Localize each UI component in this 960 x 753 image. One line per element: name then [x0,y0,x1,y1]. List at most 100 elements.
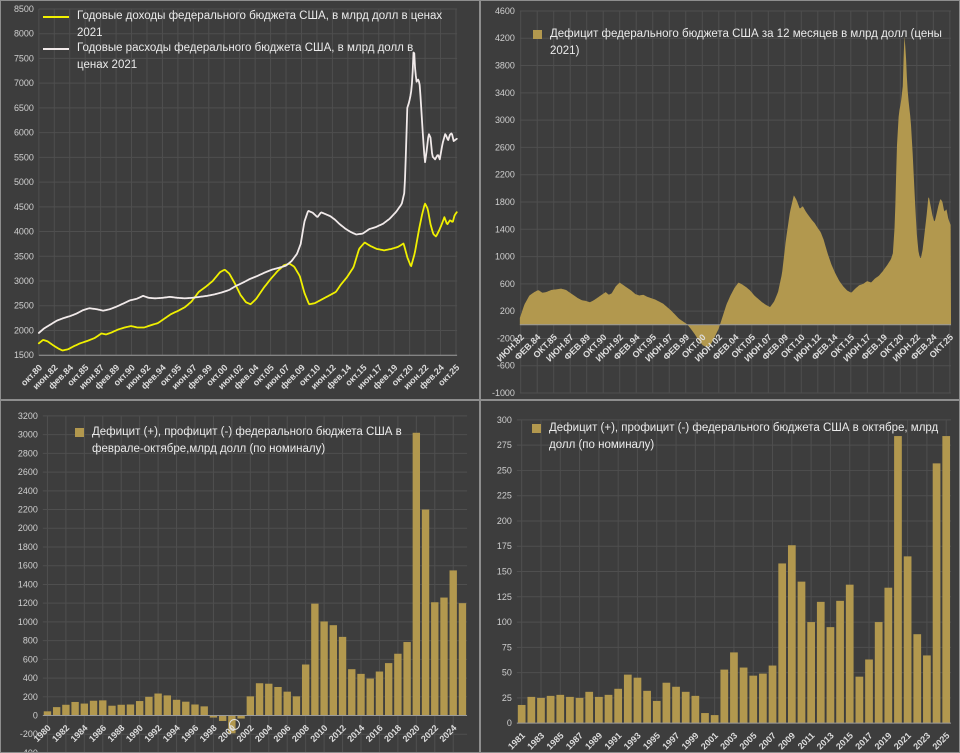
svg-text:1995: 1995 [641,730,662,751]
svg-text:4200: 4200 [495,33,515,43]
svg-text:2600: 2600 [495,142,515,152]
svg-text:2014: 2014 [345,723,366,744]
svg-text:2009: 2009 [776,730,797,751]
svg-text:300: 300 [497,415,512,425]
svg-text:2020: 2020 [401,723,422,744]
cursor-artifact-ring [229,719,240,730]
expenditures-line-marker [43,48,69,50]
svg-text:1983: 1983 [525,730,546,751]
svg-text:1992: 1992 [142,723,163,744]
svg-text:150: 150 [497,567,512,577]
svg-text:5500: 5500 [14,152,34,162]
svg-text:175: 175 [497,541,512,551]
svg-text:2000: 2000 [14,325,34,335]
svg-text:2024: 2024 [437,723,458,744]
svg-text:5000: 5000 [14,177,34,187]
svg-text:100: 100 [497,617,512,627]
svg-text:75: 75 [502,642,512,652]
svg-text:4500: 4500 [14,202,34,212]
legend-deficit-feb-oct-label: Дефицит (+), профицит (-) федерального б… [92,426,402,455]
svg-text:7500: 7500 [14,53,34,63]
line-chart-revenues-expenditures: 1500 2000 2500 3000 3500 4000 4500 5000 5500 6000… [14,4,461,391]
svg-text:1993: 1993 [622,730,643,751]
svg-text:200: 200 [23,692,38,702]
svg-text:2007: 2007 [757,730,778,751]
panel-deficit-feb-oct: -400 -200 0 200 400 600 800 1000 1200 1400 1600 180… [0,400,480,753]
revenues-line-marker [43,16,69,18]
deficit-12m-square-marker [533,30,542,39]
svg-text:-1000: -1000 [492,388,515,398]
svg-text:1989: 1989 [583,730,604,751]
svg-text:2600: 2600 [18,467,38,477]
svg-text:800: 800 [23,636,38,646]
legend-deficit-12m-label: Дефицит федерального бюджета США за 12 м… [550,28,942,57]
svg-text:3400: 3400 [495,88,515,98]
svg-text:2008: 2008 [290,723,311,744]
svg-text:275: 275 [497,440,512,450]
svg-text:1400: 1400 [18,579,38,589]
svg-text:2022: 2022 [419,723,440,744]
svg-text:1998: 1998 [198,723,219,744]
svg-text:-400: -400 [20,748,38,752]
svg-text:2019: 2019 [873,730,894,751]
svg-text:2013: 2013 [815,730,836,751]
svg-text:2018: 2018 [382,723,403,744]
legend-deficit-october-label: Дефицит (+), профицит (-) федерального б… [549,422,939,451]
svg-text:2016: 2016 [364,723,385,744]
svg-text:1600: 1600 [18,561,38,571]
svg-text:3500: 3500 [14,251,34,261]
legend-deficit-12m: Дефицит федерального бюджета США за 12 м… [533,26,955,60]
svg-text:2023: 2023 [911,730,932,751]
svg-text:8000: 8000 [14,29,34,39]
svg-text:2400: 2400 [18,486,38,496]
svg-text:1994: 1994 [161,723,182,744]
svg-text:1997: 1997 [660,730,681,751]
legend-deficit-october: Дефицит (+), профицит (-) федерального б… [532,420,947,454]
svg-text:2500: 2500 [14,301,34,311]
svg-text:-200: -200 [497,333,515,343]
svg-text:2015: 2015 [834,730,855,751]
svg-text:1996: 1996 [179,723,200,744]
svg-text:4600: 4600 [495,6,515,16]
svg-text:2003: 2003 [718,730,739,751]
svg-text:200: 200 [500,306,515,316]
svg-text:400: 400 [23,673,38,683]
svg-text:1800: 1800 [495,197,515,207]
svg-text:600: 600 [23,654,38,664]
svg-text:2800: 2800 [18,448,38,458]
panel-deficit-12m: -1000 -600 -200 200 600 1000 1400 1800 2200 2600 3… [480,0,960,400]
deficit-october-square-marker [532,424,541,433]
svg-text:6500: 6500 [14,103,34,113]
svg-text:1981: 1981 [506,730,527,751]
svg-text:3200: 3200 [18,411,38,421]
deficit-feb-oct-square-marker [75,428,84,437]
panel-deficit-october: 0 25 50 75 100 125 150 175 200 225 250 275 300 1981 19… [480,400,960,753]
svg-text:2021: 2021 [892,730,913,751]
svg-text:-200: -200 [20,729,38,739]
svg-text:2000: 2000 [18,523,38,533]
svg-text:0: 0 [33,711,38,721]
svg-text:7000: 7000 [14,78,34,88]
svg-text:1982: 1982 [50,723,71,744]
svg-text:3000: 3000 [495,115,515,125]
legend-revenues: Годовые доходы федерального бюджета США,… [43,8,467,42]
svg-text:2200: 2200 [18,505,38,515]
legend-deficit-feb-oct: Дефицит (+), профицит (-) федерального б… [75,424,453,458]
svg-text:2012: 2012 [327,723,348,744]
svg-text:225: 225 [497,491,512,501]
svg-text:1991: 1991 [602,730,623,751]
svg-text:2017: 2017 [853,730,874,751]
svg-text:3000: 3000 [14,276,34,286]
panel-revenues-expenditures: 1500 2000 2500 3000 3500 4000 4500 5000 5500 6000… [0,0,480,400]
svg-text:50: 50 [502,668,512,678]
bar-chart-deficit-feb-oct: -400 -200 0 200 400 600 800 1000 1200 1400 1600 180… [18,411,468,752]
svg-text:1400: 1400 [495,224,515,234]
svg-text:200: 200 [497,516,512,526]
svg-text:1987: 1987 [564,730,585,751]
svg-text:3000: 3000 [18,430,38,440]
legend-expenditures: Годовые расходы федерального бюджета США… [43,40,421,74]
area-chart-deficit-12m: -1000 -600 -200 200 600 1000 1400 1800 2200 2600 3… [492,6,955,398]
svg-text:1999: 1999 [680,730,701,751]
svg-text:25: 25 [502,693,512,703]
